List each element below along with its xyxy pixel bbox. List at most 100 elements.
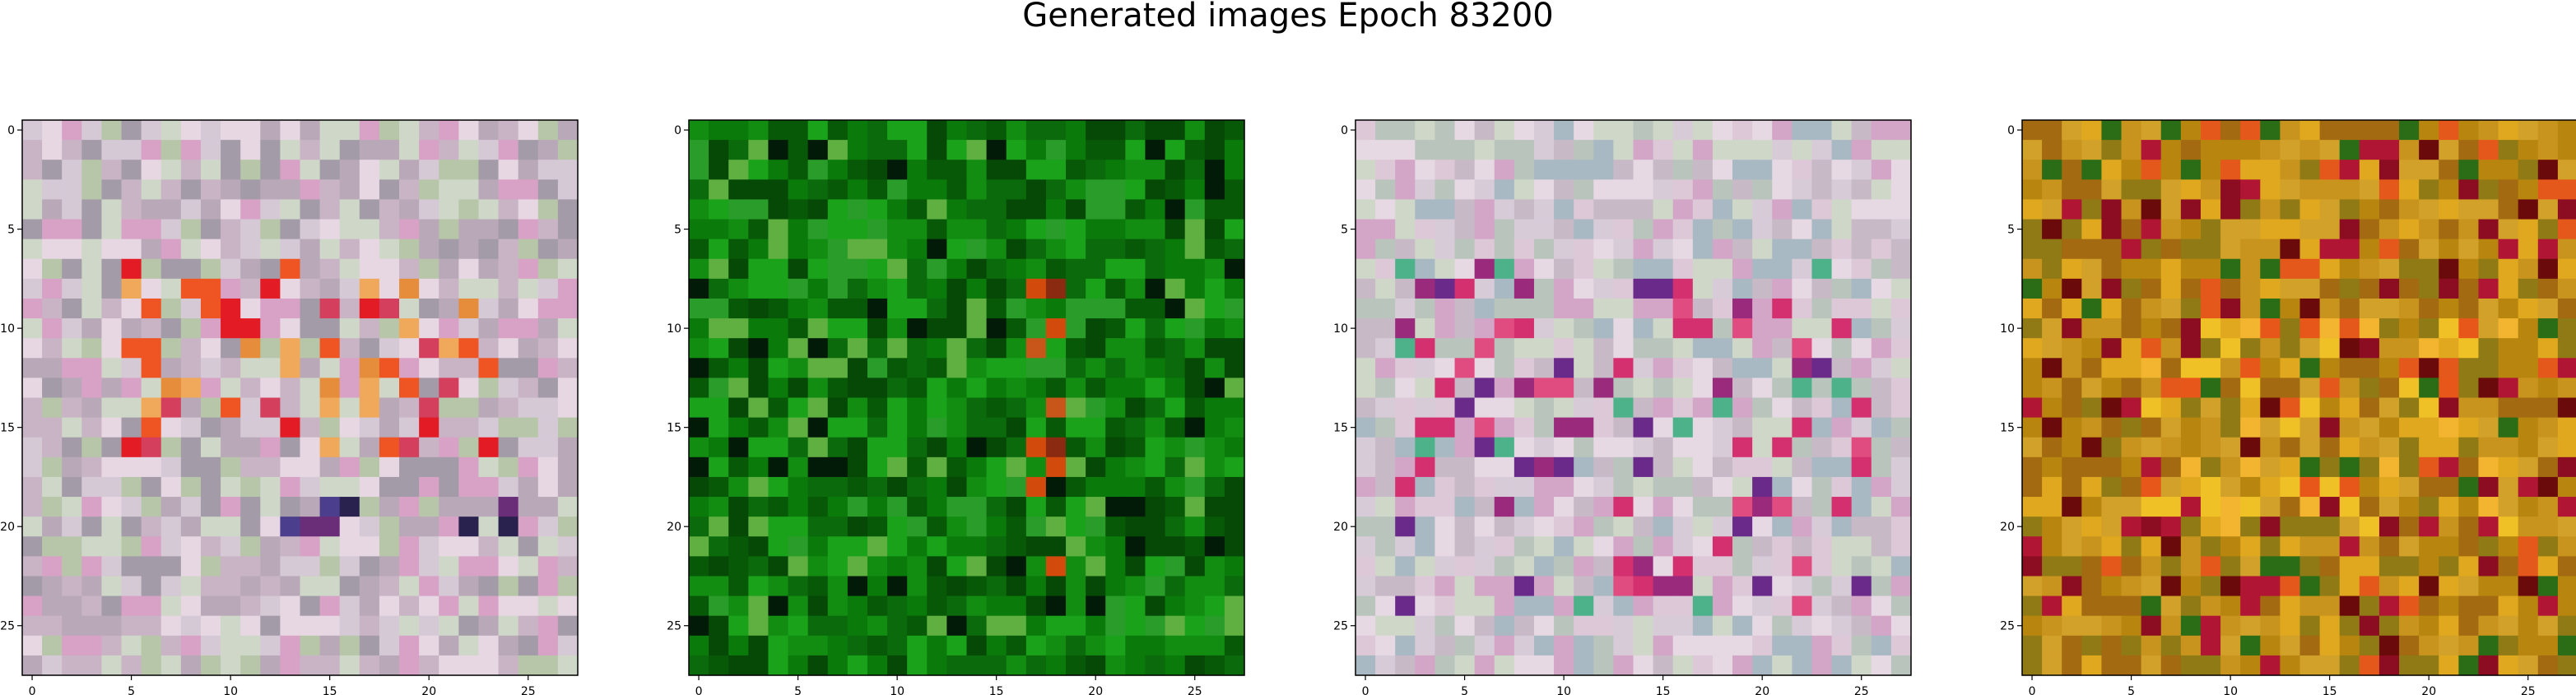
- pixel-cell: [788, 258, 809, 280]
- pixel-cell: [1105, 635, 1126, 656]
- pixel-cell: [478, 595, 500, 617]
- pixel-cell: [1672, 358, 1694, 378]
- pixel-cell: [478, 120, 500, 141]
- pixel-cell: [1514, 517, 1535, 537]
- pixel-cell: [1105, 655, 1126, 676]
- pixel-cell: [280, 318, 301, 339]
- pixel-cell: [399, 536, 420, 557]
- pixel-cell: [458, 397, 480, 419]
- pixel-cell: [2160, 536, 2182, 557]
- pixel-cell: [807, 517, 829, 537]
- pixel-cell: [847, 456, 868, 478]
- pixel-cell: [2260, 378, 2281, 399]
- pixel-cell: [1593, 476, 1614, 498]
- pixel-cell: [1792, 615, 1813, 637]
- pixel-cell: [1514, 358, 1535, 378]
- pixel-cell: [2121, 417, 2142, 438]
- pixel-cell: [1006, 378, 1027, 399]
- pixel-cell: [1165, 437, 1186, 458]
- pixel-cell: [1474, 318, 1495, 339]
- pixel-cell: [2062, 595, 2082, 617]
- pixel-cell: [478, 239, 500, 260]
- pixel-cell: [788, 397, 809, 419]
- pixel-cell: [709, 635, 729, 656]
- pixel-cell: [2121, 595, 2142, 617]
- pixel-cell: [2240, 358, 2261, 378]
- pixel-cell: [2121, 160, 2142, 180]
- pixel-cell: [2121, 298, 2142, 319]
- pixel-cell: [22, 556, 43, 577]
- pixel-cell: [1533, 199, 1555, 220]
- pixel-cell: [2160, 219, 2182, 240]
- pixel-cell: [518, 120, 539, 141]
- pixel-cell: [2537, 160, 2559, 180]
- pixel-cell: [2339, 179, 2360, 201]
- pixel-cell: [1712, 635, 1733, 656]
- pixel-cell: [1165, 615, 1186, 637]
- pixel-cell: [339, 219, 360, 240]
- pixel-cell: [1514, 219, 1535, 240]
- pixel-cell: [81, 497, 103, 517]
- pixel-cell: [1375, 517, 1396, 537]
- x-tick-label: 10: [2223, 685, 2238, 695]
- pixel-cell: [2062, 397, 2082, 419]
- pixel-cell: [2101, 556, 2123, 577]
- pixel-cell: [439, 120, 459, 141]
- pixel-cell: [1811, 120, 1833, 141]
- pixel-cell: [2498, 635, 2519, 656]
- pixel-cell: [1224, 140, 1245, 160]
- pixel-cell: [788, 456, 809, 478]
- pixel-cell: [1105, 417, 1126, 438]
- pixel-cell: [1871, 476, 1892, 498]
- pixel-cell: [2062, 476, 2082, 498]
- pixel-cell: [966, 219, 988, 240]
- pixel-cell: [1025, 476, 1047, 498]
- pixel-cell: [867, 397, 888, 419]
- pixel-cell: [42, 615, 63, 637]
- pixel-cell: [807, 635, 829, 656]
- pixel-cell: [1184, 655, 1206, 676]
- pixel-cell: [2478, 160, 2499, 180]
- pixel-cell: [2339, 595, 2360, 617]
- pixel-cell: [1395, 378, 1416, 399]
- pixel-cell: [200, 476, 221, 498]
- pixel-cell: [788, 378, 809, 399]
- pixel-cell: [1890, 140, 1912, 160]
- pixel-cell: [1454, 378, 1476, 399]
- pixel-cell: [1204, 358, 1225, 378]
- pixel-cell: [2062, 160, 2082, 180]
- pixel-cell: [1375, 219, 1396, 240]
- pixel-cell: [319, 318, 341, 339]
- pixel-cell: [2121, 576, 2142, 597]
- pixel-cell: [1066, 476, 1086, 498]
- pixel-cell: [946, 278, 968, 299]
- pixel-cell: [557, 219, 579, 240]
- pixel-cell: [240, 556, 261, 577]
- pixel-cell: [1494, 655, 1515, 676]
- pixel-cell: [867, 120, 888, 141]
- pixel-cell: [1633, 595, 1654, 617]
- pixel-cell: [2121, 437, 2142, 458]
- pixel-cell: [1732, 338, 1753, 359]
- pixel-cell: [180, 358, 202, 378]
- x-tick-label: 15: [989, 685, 1004, 695]
- pixel-cell: [2359, 456, 2380, 478]
- pixel-cell: [1554, 615, 1574, 637]
- pixel-cell: [867, 219, 888, 240]
- pixel-cell: [62, 160, 82, 180]
- pixel-cell: [1086, 456, 1106, 478]
- pixel-cell: [518, 517, 539, 537]
- pixel-cell: [2240, 536, 2261, 557]
- pixel-cell: [2081, 239, 2103, 260]
- pixel-cell: [2280, 318, 2301, 339]
- pixel-cell: [2280, 239, 2301, 260]
- pixel-cell: [141, 219, 162, 240]
- pixel-cell: [221, 655, 241, 676]
- pixel-cell: [339, 456, 360, 478]
- pixel-cell: [1184, 576, 1206, 597]
- pixel-cell: [1415, 576, 1436, 597]
- pixel-cell: [121, 397, 142, 419]
- pixel-cell: [2359, 358, 2380, 378]
- pixel-cell: [1574, 556, 1594, 577]
- y-tick-label: 15: [1333, 422, 1348, 435]
